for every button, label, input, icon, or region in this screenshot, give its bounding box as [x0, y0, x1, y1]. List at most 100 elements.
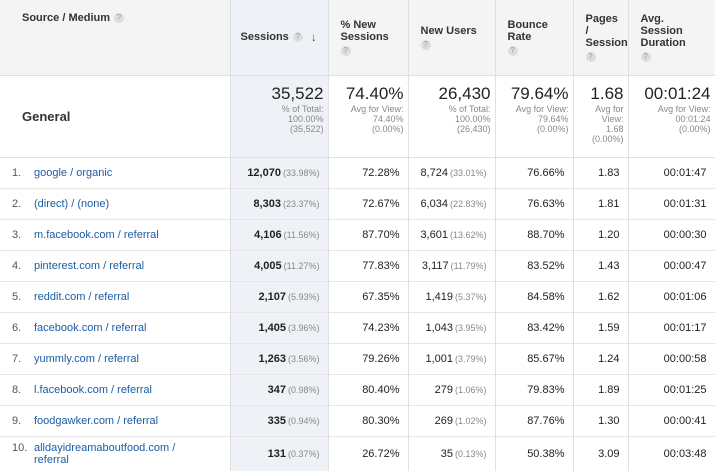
- col-avg-session-duration[interactable]: Avg. Session Duration ?: [628, 0, 715, 76]
- bounce-cell: 76.63%: [495, 188, 574, 219]
- table-row: 4. pinterest.com / referral 4,005 (11.27%)…: [0, 250, 715, 281]
- sessions-cell: 2,107 (5.93%): [230, 281, 329, 312]
- new-users-cell: 279 (1.06%): [408, 374, 496, 405]
- sessions-pct: (0.94%): [287, 415, 320, 426]
- general-duration: 00:01:24 Avg for View: 00:01:24 (0.00%): [628, 75, 715, 157]
- duration-cell: 00:00:30: [628, 219, 715, 250]
- col-bounce-rate-label: Bounce Rate: [507, 18, 548, 43]
- col-pct-new-sessions[interactable]: % New Sessions ?: [328, 0, 409, 76]
- new-users-cell: 1,043 (3.95%): [408, 312, 496, 343]
- col-avg-session-duration-label: Avg. Session Duration: [640, 12, 686, 49]
- sessions-cell: 4,005 (11.27%): [230, 250, 329, 281]
- sessions-value: 335: [267, 414, 286, 427]
- source-link[interactable]: l.facebook.com / referral: [34, 383, 152, 396]
- new-users-pct: (33.01%): [449, 167, 487, 178]
- col-sessions[interactable]: Sessions? ↓: [230, 0, 329, 76]
- bounce-cell: 87.76%: [495, 405, 574, 436]
- new-users-value: 3,601: [420, 228, 448, 241]
- bounce-cell: 83.52%: [495, 250, 574, 281]
- pages-cell: 1.30: [573, 405, 629, 436]
- pct-new-cell: 77.83%: [328, 250, 409, 281]
- help-icon[interactable]: ?: [585, 51, 596, 62]
- header-row: Source / Medium? Sessions? ↓ % New Sessio…: [0, 0, 715, 76]
- new-users-cell: 3,117 (11.79%): [408, 250, 496, 281]
- new-users-pct: (1.06%): [454, 384, 487, 395]
- new-users-value: 279: [434, 383, 453, 396]
- sessions-value: 2,107: [258, 290, 286, 303]
- table-row: 3. m.facebook.com / referral 4,106 (11.56%…: [0, 219, 715, 250]
- col-sessions-label: Sessions: [240, 31, 289, 44]
- row-index: 6.: [12, 321, 22, 334]
- source-cell: 2. (direct) / (none): [0, 188, 231, 219]
- source-link[interactable]: alldayidreamaboutfood.com / referral: [34, 442, 176, 466]
- col-pct-new-sessions-label: % New Sessions: [340, 18, 389, 43]
- bounce-cell: 84.58%: [495, 281, 574, 312]
- sessions-cell: 335 (0.94%): [230, 405, 329, 436]
- sessions-pct: (11.27%): [283, 260, 320, 271]
- pages-cell: 1.20: [573, 219, 629, 250]
- source-cell: 1. google / organic: [0, 157, 231, 188]
- new-users-pct: (5.37%): [454, 291, 487, 302]
- pct-new-cell: 67.35%: [328, 281, 409, 312]
- sessions-cell: 4,106 (11.56%): [230, 219, 329, 250]
- table-row: 10. alldayidreamaboutfood.com / referral …: [0, 436, 715, 471]
- sessions-cell: 12,070 (33.98%): [230, 157, 329, 188]
- new-users-cell: 269 (1.02%): [408, 405, 496, 436]
- pct-new-cell: 80.40%: [328, 374, 409, 405]
- source-link[interactable]: yummly.com / referral: [34, 352, 139, 365]
- col-new-users-label: New Users: [420, 24, 477, 37]
- row-index: 10.: [12, 442, 28, 454]
- table-row: 8. l.facebook.com / referral 347 (0.98%) 8…: [0, 374, 715, 405]
- bounce-cell: 79.83%: [495, 374, 574, 405]
- duration-cell: 00:01:06: [628, 281, 715, 312]
- sessions-value: 1,263: [258, 352, 286, 365]
- row-index: 1.: [12, 166, 22, 179]
- new-users-pct: (11.79%): [450, 260, 487, 271]
- bounce-cell: 83.42%: [495, 312, 574, 343]
- sessions-value: 4,106: [254, 228, 282, 241]
- sort-desc-icon[interactable]: ↓: [310, 30, 317, 45]
- col-bounce-rate[interactable]: Bounce Rate ?: [495, 0, 574, 76]
- row-index: 3.: [12, 228, 22, 241]
- pages-cell: 1.59: [573, 312, 629, 343]
- new-users-pct: (22.83%): [449, 198, 487, 209]
- source-link[interactable]: facebook.com / referral: [34, 321, 147, 334]
- new-users-cell: 1,419 (5.37%): [408, 281, 496, 312]
- col-source-medium[interactable]: Source / Medium?: [0, 0, 231, 76]
- pages-cell: 1.24: [573, 343, 629, 374]
- source-cell: 8. l.facebook.com / referral: [0, 374, 231, 405]
- sessions-pct: (0.98%): [287, 384, 320, 395]
- col-pages-session[interactable]: Pages / Session ?: [573, 0, 629, 76]
- sessions-value: 12,070: [247, 166, 281, 179]
- new-users-value: 269: [434, 414, 453, 427]
- new-users-pct: (3.95%): [454, 322, 487, 333]
- help-icon[interactable]: ?: [507, 45, 518, 56]
- sessions-cell: 347 (0.98%): [230, 374, 329, 405]
- table-row: 9. foodgawker.com / referral 335 (0.94%) 8…: [0, 405, 715, 436]
- source-link[interactable]: (direct) / (none): [34, 197, 110, 210]
- sessions-pct: (3.56%): [287, 353, 320, 364]
- source-link[interactable]: google / organic: [34, 166, 113, 179]
- source-cell: 6. facebook.com / referral: [0, 312, 231, 343]
- col-new-users[interactable]: New Users ?: [408, 0, 496, 76]
- pages-cell: 3.09: [573, 436, 629, 471]
- source-link[interactable]: foodgawker.com / referral: [34, 414, 159, 427]
- bounce-cell: 50.38%: [495, 436, 574, 471]
- source-cell: 3. m.facebook.com / referral: [0, 219, 231, 250]
- source-link[interactable]: m.facebook.com / referral: [34, 228, 159, 241]
- row-index: 2.: [12, 197, 22, 210]
- help-icon[interactable]: ?: [292, 32, 303, 43]
- help-icon[interactable]: ?: [114, 13, 125, 24]
- bounce-cell: 85.67%: [495, 343, 574, 374]
- row-index: 5.: [12, 290, 22, 303]
- source-link[interactable]: reddit.com / referral: [34, 290, 130, 303]
- table-row: 1. google / organic 12,070 (33.98%) 72.28%…: [0, 157, 715, 188]
- new-users-value: 35: [440, 448, 453, 460]
- source-link[interactable]: pinterest.com / referral: [34, 259, 145, 272]
- help-icon[interactable]: ?: [420, 39, 431, 50]
- help-icon[interactable]: ?: [340, 45, 351, 56]
- help-icon[interactable]: ?: [640, 51, 651, 62]
- duration-cell: 00:01:31: [628, 188, 715, 219]
- new-users-pct: (0.13%): [454, 449, 487, 459]
